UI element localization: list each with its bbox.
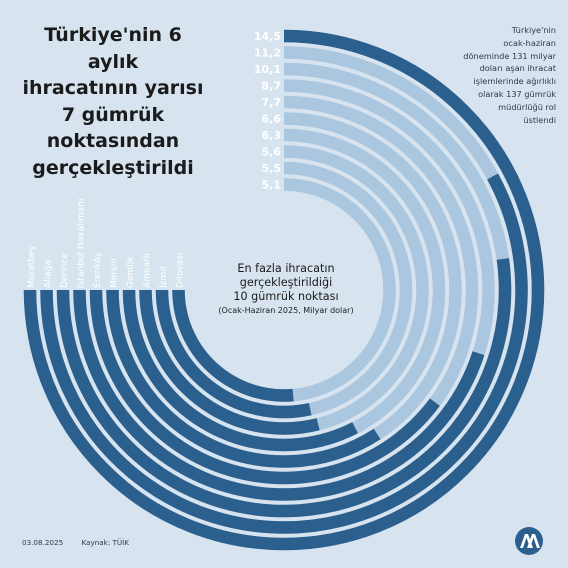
ring-bar	[155, 289, 312, 419]
value-label: 5,1	[262, 179, 282, 192]
note-line: müdürlüğü rol	[498, 101, 556, 112]
ring-bar	[56, 258, 512, 518]
ring-bar	[40, 173, 528, 534]
note-line: doları aşan ihracat	[479, 63, 556, 74]
category-label: Derince	[60, 253, 70, 288]
footer-source: Kaynak: TÜİK	[81, 538, 130, 547]
value-label: 6,3	[262, 129, 282, 142]
value-label: 7,7	[262, 96, 282, 109]
category-label: Erenköy	[93, 251, 103, 288]
footer-date: 03.08.2025	[22, 538, 64, 547]
category-label: Ambarlı	[143, 253, 153, 288]
title-line: noktasından	[46, 130, 180, 152]
value-label: 11,2	[254, 47, 281, 60]
title-line: ihracatının yarısı	[22, 77, 204, 99]
chart-title-box: En fazla ihracatın gerçekleştirildiği 10…	[200, 262, 372, 317]
label-group: Muratbey Aliağa Derince İstanbul Havalimanı…	[27, 199, 186, 288]
value-label: 5,5	[262, 162, 282, 175]
ring-bar	[139, 289, 320, 435]
note-line: döneminde 131 milyar	[463, 50, 556, 61]
footer: 03.08.2025 Kaynak: TÜİK	[22, 538, 129, 547]
note-line: Türkiye'nin	[511, 25, 556, 35]
page-title: Türkiye'nin 6 aylık ihracatının yarısı 7…	[18, 22, 208, 181]
chart-title-line: En fazla ihracatın	[237, 262, 335, 275]
title-line: gerçekleştirildi	[32, 156, 194, 179]
category-label: Mersin	[110, 258, 120, 288]
category-label: Dilovası	[176, 253, 186, 288]
category-label: İstanbul Havalimanı	[76, 199, 87, 288]
note-line: üstlendi	[523, 114, 556, 125]
note-line: işlemlerinde ağırlıklı	[473, 76, 556, 87]
chart-subtitle: (Ocak-Haziran 2025, Milyar dolar)	[218, 306, 354, 315]
note-line: ocak-haziran	[503, 37, 556, 48]
category-label: İzmit	[158, 265, 169, 288]
category-label: Muratbey	[27, 245, 37, 288]
info-note: Türkiye'nin ocak-haziran döneminde 131 m…	[432, 24, 556, 126]
value-label: 14,5	[254, 30, 281, 43]
chart-title-line: 10 gümrük noktası	[233, 290, 339, 303]
value-label: 8,7	[262, 80, 282, 93]
category-label: Gemlik	[126, 256, 136, 288]
ring-bar	[89, 289, 440, 485]
ring-bar	[172, 289, 294, 402]
value-label: 5,6	[262, 146, 282, 159]
category-label: Aliağa	[44, 260, 54, 288]
ring-bar	[106, 289, 381, 468]
value-group: 14,5 11,2 10,1 8,7 7,7 6,6 6,3 5,6 5,5 5,1	[254, 30, 281, 192]
chart-title-line: gerçekleştirildiği	[239, 276, 333, 289]
value-label: 10,1	[254, 63, 281, 76]
aa-logo-icon	[515, 527, 543, 555]
note-line: olarak 137 gümrük	[478, 88, 556, 99]
ring-bar	[23, 29, 545, 551]
bar-group	[23, 29, 545, 551]
ring-bar	[73, 289, 485, 501]
title-line: Türkiye'nin 6 aylık	[44, 24, 182, 73]
value-label: 6,6	[262, 113, 282, 126]
title-line: 7 gümrük	[61, 103, 165, 126]
ring-bar	[122, 289, 358, 452]
